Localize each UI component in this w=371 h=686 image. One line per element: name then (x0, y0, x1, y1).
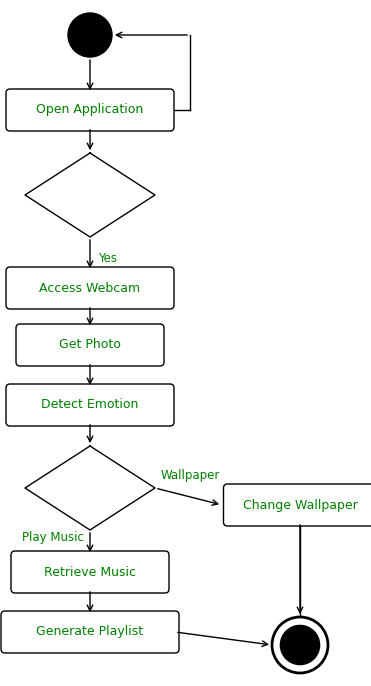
FancyBboxPatch shape (1, 611, 179, 653)
Text: Play Music: Play Music (22, 532, 84, 545)
Text: Open Application: Open Application (36, 104, 144, 117)
Text: Change Wallpaper: Change Wallpaper (243, 499, 357, 512)
Text: Yes: Yes (98, 252, 117, 265)
FancyBboxPatch shape (6, 384, 174, 426)
FancyBboxPatch shape (6, 89, 174, 131)
FancyBboxPatch shape (6, 267, 174, 309)
Circle shape (280, 626, 319, 665)
Text: Retrieve Music: Retrieve Music (44, 565, 136, 578)
FancyBboxPatch shape (16, 324, 164, 366)
Text: Detect Emotion: Detect Emotion (41, 399, 139, 412)
Text: Generate Playlist: Generate Playlist (36, 626, 144, 639)
Text: Access Webcam: Access Webcam (39, 281, 141, 294)
FancyBboxPatch shape (11, 551, 169, 593)
Text: Wallpaper: Wallpaper (160, 469, 220, 482)
Circle shape (272, 617, 328, 673)
Circle shape (68, 13, 112, 57)
Text: Get Photo: Get Photo (59, 338, 121, 351)
FancyBboxPatch shape (223, 484, 371, 526)
